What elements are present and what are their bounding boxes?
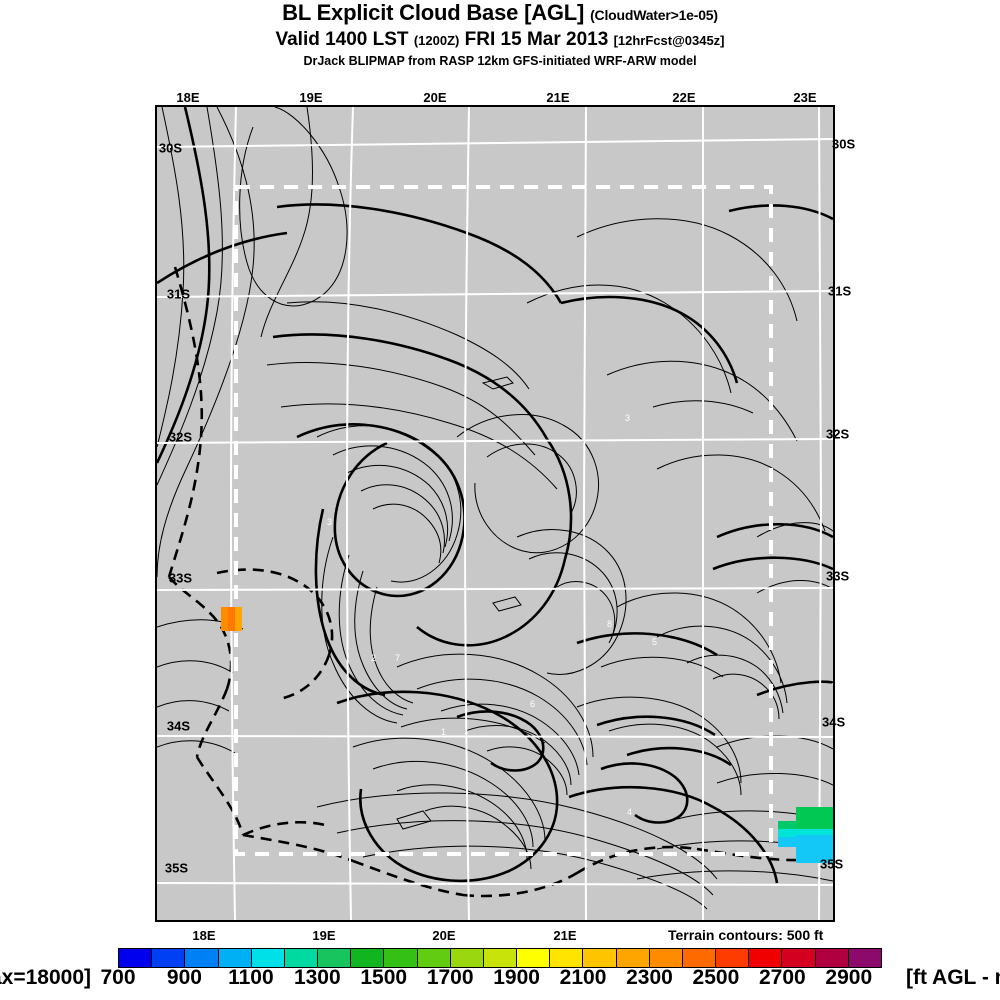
lat-label-left-34s: 34S (166, 718, 190, 734)
colorbar-segment-14 (583, 949, 617, 967)
colorbar (118, 948, 882, 968)
colorbar-right-label: [ft AGL - m (906, 966, 1000, 989)
colorbar-tick-1900: 1900 (493, 966, 540, 989)
lon-label-bottom-19e: 19E (312, 928, 336, 943)
lat-label-left-32s: 32S (168, 429, 192, 445)
colorbar-tick-1700: 1700 (426, 966, 474, 989)
colorbar-tick-700: 700 (100, 966, 136, 989)
lat-label-left-35s: 35S (164, 860, 188, 876)
svg-text:4: 4 (627, 807, 632, 817)
colorbar-segment-21 (815, 949, 849, 967)
colorbar-segment-4 (251, 949, 285, 967)
colorbar-tick-2500: 2500 (692, 966, 740, 989)
cloud-base-cells (221, 607, 833, 863)
colorbar-segment-1 (152, 949, 186, 967)
colorbar-tick-2700: 2700 (758, 966, 806, 989)
colorbar-segment-7 (351, 949, 385, 967)
lat-label-right-30s: 30S (832, 136, 856, 152)
colorbar-segment-5 (284, 949, 319, 967)
forecast-tag: [12hrFcst@0345z] (613, 33, 725, 48)
colorbar-tick-900: 900 (166, 966, 202, 989)
page-title: BL Explicit Cloud Base [AGL] (CloudWater… (0, 0, 1000, 26)
map-plot-area: 3 2 7 6 3 8 1 4 5 (155, 105, 835, 922)
terrain-contour-note: Terrain contours: 500 ft (668, 927, 824, 943)
colorbar-segment-8 (384, 949, 418, 967)
lat-label-right-31s: 31S (828, 283, 852, 299)
map-canvas: 3 2 7 6 3 8 1 4 5 (157, 107, 833, 920)
colorbar-tick-2300: 2300 (626, 966, 673, 989)
domain-boundary-box (234, 185, 773, 856)
colorbar-segment-19 (749, 949, 783, 967)
title-block: BL Explicit Cloud Base [AGL] (CloudWater… (0, 0, 1000, 68)
svg-text:7: 7 (395, 653, 400, 663)
colorbar-segment-11 (483, 949, 518, 967)
page-title-qualifier: (CloudWater>1e-05) (590, 7, 718, 23)
map-background (157, 107, 833, 920)
colorbar-segment-22 (848, 949, 881, 967)
valid-local-time: Valid 1400 LST (275, 29, 409, 50)
colorbar-segment-10 (450, 949, 484, 967)
colorbar-segment-15 (616, 949, 650, 967)
model-source-line: DrJack BLIPMAP from RASP 12km GFS-initia… (303, 54, 697, 68)
lon-label-bottom-21e: 21E (553, 928, 577, 943)
svg-text:5: 5 (652, 637, 657, 647)
colorbar-segment-13 (550, 949, 584, 967)
colorbar-tick-1500: 1500 (360, 966, 408, 989)
lon-label-top-21e: 21E (546, 90, 570, 105)
colorbar-segment-3 (218, 949, 252, 967)
colorbar-segment-2 (185, 949, 219, 967)
colorbar-segment-6 (318, 949, 352, 967)
lat-label-left-31s: 31S (166, 286, 190, 302)
lon-label-bottom-18e: 18E (192, 928, 216, 943)
colorbar-tick-1100: 1100 (228, 966, 274, 989)
colorbar-segment-18 (716, 949, 750, 967)
lat-label-left-33s: 33S (168, 570, 192, 586)
lat-label-right-35s: 35S (820, 856, 844, 872)
lat-label-right-33s: 33S (826, 568, 850, 584)
page-title-main: BL Explicit Cloud Base [AGL] (282, 0, 585, 25)
colorbar-segment-9 (417, 949, 451, 967)
svg-text:3: 3 (625, 413, 630, 423)
lon-label-top-22e: 22E (672, 90, 696, 105)
svg-text:1: 1 (441, 727, 446, 737)
lat-label-left-30s: 30S (158, 140, 182, 156)
terrain-contours-bold (157, 107, 833, 884)
svg-text:3: 3 (327, 517, 332, 527)
lon-label-top-19e: 19E (299, 90, 323, 105)
lat-label-right-34s: 34S (822, 714, 846, 730)
lon-label-bottom-20e: 20E (432, 928, 456, 943)
colorbar-segment-16 (649, 949, 683, 967)
lat-label-right-32s: 32S (826, 426, 850, 442)
valid-time-line: Valid 1400 LST (1200Z) FRI 15 Mar 2013 [… (0, 29, 1000, 51)
graticule (157, 107, 833, 920)
valid-date: FRI 15 Mar 2013 (464, 29, 609, 50)
svg-text:2: 2 (371, 653, 376, 663)
contour-labels: 3 2 7 6 3 8 1 4 5 (327, 413, 657, 817)
colorbar-segment-0 (119, 949, 153, 967)
colorbar-tick-2100: 2100 (559, 966, 607, 989)
svg-text:6: 6 (530, 699, 535, 709)
svg-text:8: 8 (607, 619, 612, 629)
map-clip: 3 2 7 6 3 8 1 4 5 (157, 107, 833, 920)
valid-utc-time: (1200Z) (413, 33, 460, 48)
colorbar-left-label: ax=18000] (0, 966, 92, 989)
colorbar-tick-2900: 2900 (825, 966, 873, 989)
lon-label-top-20e: 20E (423, 90, 447, 105)
colorbar-tick-1300: 1300 (293, 966, 341, 989)
lon-label-top-23e: 23E (793, 90, 817, 105)
colorbar-segment-12 (517, 949, 551, 967)
colorbar-segment-17 (682, 949, 717, 967)
colorbar-segment-20 (782, 949, 816, 967)
lon-label-top-18e: 18E (176, 90, 200, 105)
